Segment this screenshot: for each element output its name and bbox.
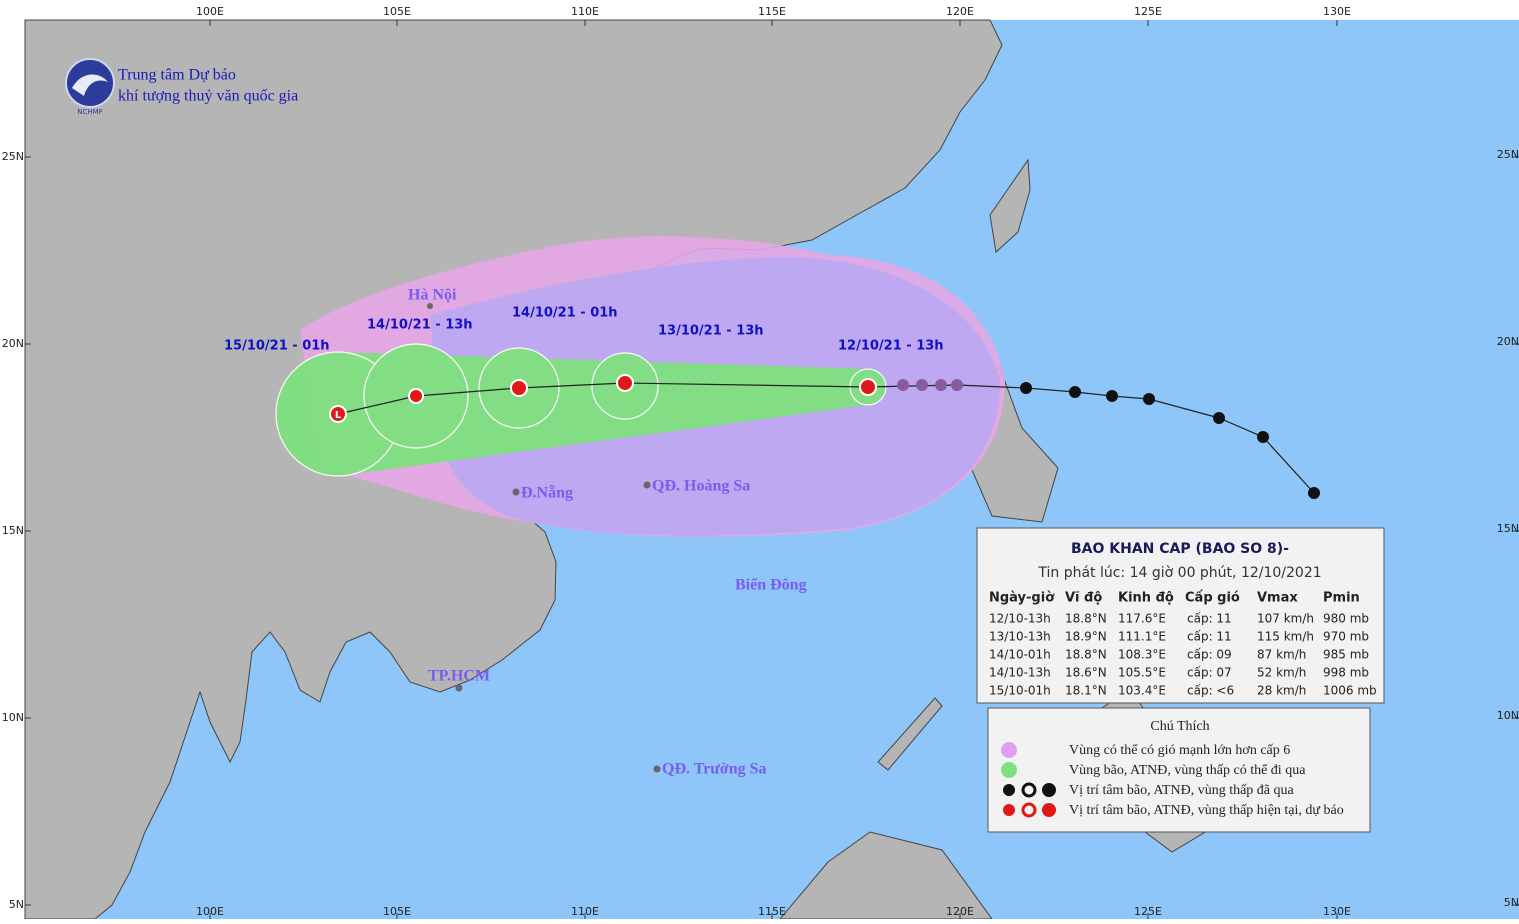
table-cell: 87 km/h: [1257, 648, 1306, 662]
lon-label: 105E: [383, 905, 411, 918]
forecast-label: 14/10/21 - 01h: [512, 306, 618, 321]
table-header: Kinh độ: [1118, 591, 1174, 606]
lon-label: 130E: [1323, 905, 1351, 918]
lon-label: 110E: [571, 905, 599, 918]
table-cell: 14/10-01h: [989, 648, 1051, 662]
lon-label: 125E: [1134, 905, 1162, 918]
table-cell: 52 km/h: [1257, 666, 1306, 680]
org-line: khí tượng thuỷ văn quốc gia: [118, 88, 298, 105]
forecast-label: 15/10/21 - 01h: [224, 339, 330, 354]
table-cell: cấp: 11: [1187, 612, 1232, 626]
table-cell: cấp: 09: [1187, 648, 1232, 662]
lon-label: 115E: [758, 905, 786, 918]
lat-label: 15N: [2, 524, 24, 537]
lon-label: 110E: [571, 5, 599, 18]
lat-label: 5N: [9, 898, 24, 911]
place-label: Biển Đông: [735, 577, 807, 594]
lat-label: 25N: [1497, 148, 1519, 161]
table-cell: 18.9°N: [1065, 630, 1107, 644]
forecast-label: 12/10/21 - 13h: [838, 339, 944, 354]
lat-label: 20N: [2, 337, 24, 350]
table-cell: 108.3°E: [1118, 648, 1166, 662]
table-cell: 103.4°E: [1118, 684, 1166, 698]
table-cell: 18.6°N: [1065, 666, 1107, 680]
table-cell: 111.1°E: [1118, 630, 1166, 644]
legend-item: Vị trí tâm bão, ATNĐ, vùng thấp đã qua: [1069, 783, 1295, 798]
legend-item: Vị trí tâm bão, ATNĐ, vùng thấp hiện tại…: [1069, 803, 1344, 818]
bulletin-issued: Tin phát lúc: 14 giờ 00 phút, 12/10/2021: [1037, 565, 1321, 581]
table-cell: 28 km/h: [1257, 684, 1306, 698]
lat-label: 10N: [2, 711, 24, 724]
table-header: Vĩ độ: [1065, 591, 1102, 606]
lon-label: 120E: [946, 905, 974, 918]
forecast-label: 14/10/21 - 13h: [367, 318, 473, 333]
table-cell: cấp: <6: [1187, 684, 1234, 698]
table-cell: 115 km/h: [1257, 630, 1314, 644]
recent-positions: [897, 379, 963, 391]
forecast-zones: [275, 236, 1005, 537]
table-cell: 18.8°N: [1065, 648, 1107, 662]
table-cell: 980 mb: [1323, 612, 1369, 626]
bulletin-title: BAO KHAN CAP (BAO SO 8)-: [1071, 541, 1289, 557]
legend-item: Vùng bão, ATNĐ, vùng thấp có thể đi qua: [1069, 763, 1306, 778]
place-label: Hà Nội: [408, 287, 457, 304]
storm-track: L: [329, 374, 1320, 499]
lon-label: 115E: [758, 5, 786, 18]
logo-text: NCHMF: [77, 108, 102, 116]
table-cell: 107 km/h: [1257, 612, 1314, 626]
bulletin-panel: [976, 527, 1385, 704]
legend-swatch: [1001, 742, 1017, 758]
table-cell: cấp: 07: [1187, 666, 1232, 680]
table-cell: 998 mb: [1323, 666, 1369, 680]
table-header: Cấp gió: [1185, 591, 1240, 606]
lat-label: 10N: [1497, 709, 1519, 722]
table-header: Ngày-giờ: [989, 591, 1055, 606]
logo: NCHMF: [65, 58, 115, 116]
table-cell: 985 mb: [1323, 648, 1369, 662]
legend-swatch: [1003, 782, 1056, 798]
lon-label: 105E: [383, 5, 411, 18]
lat-label: 15N: [1497, 522, 1519, 535]
legend-swatch: [1003, 802, 1056, 818]
lat-label: 5N: [1504, 896, 1519, 909]
legend-box: Chú Thích: [987, 707, 1371, 833]
lat-label: 25N: [2, 150, 24, 163]
place-dots: [427, 303, 661, 773]
forecast-positions: [329, 374, 877, 423]
table-cell: 13/10-13h: [989, 630, 1051, 644]
legend-item: Vùng có thể có gió mạnh lớn hơn cấp 6: [1069, 743, 1290, 758]
lon-label: 100E: [196, 5, 224, 18]
table-cell: 18.1°N: [1065, 684, 1107, 698]
table-cell: cấp: 11: [1187, 630, 1232, 644]
lon-label: 100E: [196, 905, 224, 918]
table-cell: 15/10-01h: [989, 684, 1051, 698]
bulletin-box: BAO KHAN CAP (BAO SO 8)- Tin phát lúc: 1…: [976, 527, 1385, 704]
lon-label: 120E: [946, 5, 974, 18]
org-line: Trung tâm Dự báo: [118, 67, 236, 84]
table-cell: 117.6°E: [1118, 612, 1166, 626]
table-cell: 1006 mb: [1323, 684, 1377, 698]
place-label: Đ.Nẵng: [521, 485, 573, 502]
past-positions: [1020, 382, 1320, 499]
legend-swatch: [1001, 762, 1017, 778]
place-label: QĐ. Hoàng Sa: [652, 478, 750, 495]
table-cell: 14/10-13h: [989, 666, 1051, 680]
low-symbol: L: [335, 410, 342, 421]
table-cell: 18.8°N: [1065, 612, 1107, 626]
table-cell: 105.5°E: [1118, 666, 1166, 680]
place-label: QĐ. Trường Sa: [662, 761, 767, 778]
legend-title: Chú Thích: [1150, 719, 1209, 734]
lon-label: 130E: [1323, 5, 1351, 18]
table-cell: 970 mb: [1323, 630, 1369, 644]
lon-label: 125E: [1134, 5, 1162, 18]
lat-label: 20N: [1497, 335, 1519, 348]
table-header: Vmax: [1257, 591, 1298, 606]
forecast-label: 13/10/21 - 13h: [658, 324, 764, 339]
table-cell: 12/10-13h: [989, 612, 1051, 626]
table-header: Pmin: [1323, 591, 1360, 606]
place-label: TP.HCM: [428, 668, 490, 685]
